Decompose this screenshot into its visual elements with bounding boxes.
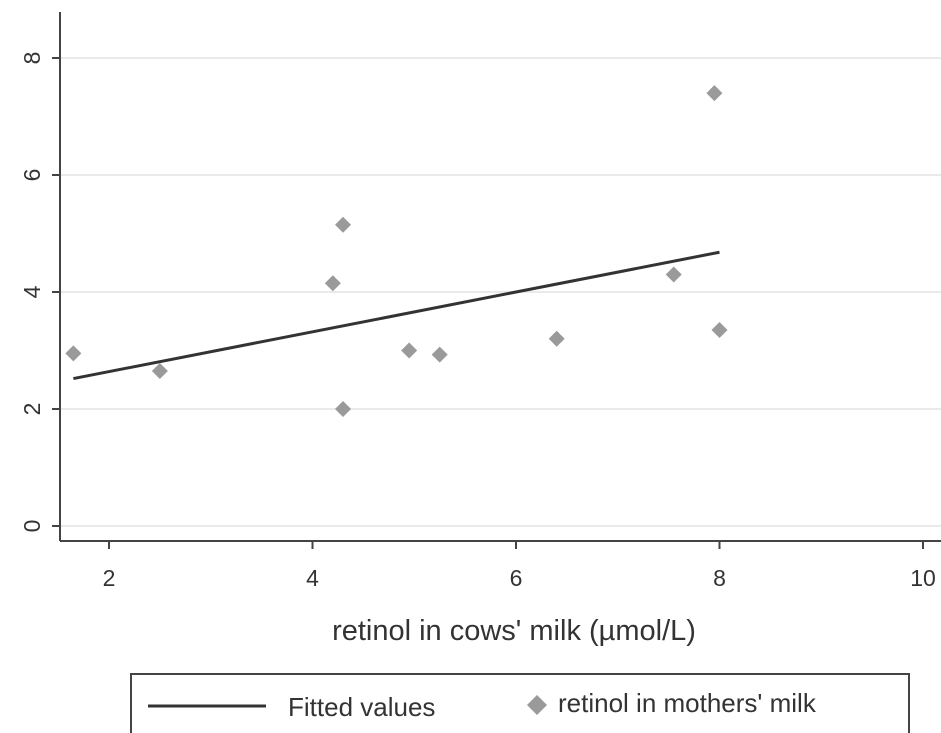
- data-point-4: [335, 401, 352, 417]
- legend-box: [130, 673, 910, 733]
- x-tick-label-10: 10: [910, 565, 936, 591]
- fitted-values-line: [73, 250, 720, 381]
- data-point-9: [706, 85, 723, 102]
- data-point-8: [665, 266, 682, 283]
- x-tick-label-2: 2: [103, 565, 116, 591]
- y-tick-label-8: 8: [19, 52, 45, 65]
- y-tick-label-2: 2: [19, 403, 45, 416]
- y-tick-label-0: 0: [19, 520, 45, 533]
- x-tick-label-8: 8: [713, 565, 726, 591]
- legend-diamond-swatch: [527, 695, 547, 715]
- data-point-2: [324, 275, 341, 292]
- data-point-6: [431, 346, 448, 363]
- x-tick-label-4: 4: [306, 565, 319, 591]
- data-point-1: [151, 362, 168, 379]
- data-point-7: [548, 330, 565, 347]
- series-layer: [65, 85, 728, 417]
- data-point-0: [65, 345, 82, 362]
- grid-lines: [60, 57, 941, 527]
- y-tick-label-6: 6: [19, 169, 45, 182]
- legend-label-mothers-milk: retinol in mothers' milk: [558, 688, 817, 718]
- y-axis-ticks: 0 2 4 6 8: [19, 52, 60, 533]
- axes: [59, 12, 941, 542]
- data-point-10: [711, 322, 728, 339]
- x-axis-title: retinol in cows' milk (µmol/L): [332, 615, 696, 647]
- legend: Fitted values retinol in mothers' milk: [130, 673, 910, 733]
- x-axis-ticks: 2 4 6 8 10: [103, 541, 936, 591]
- legend-label-fitted: Fitted values: [288, 692, 435, 722]
- data-point-3: [335, 216, 352, 233]
- y-tick-label-4: 4: [19, 285, 45, 298]
- x-tick-label-6: 6: [510, 565, 523, 591]
- data-point-5: [401, 342, 418, 359]
